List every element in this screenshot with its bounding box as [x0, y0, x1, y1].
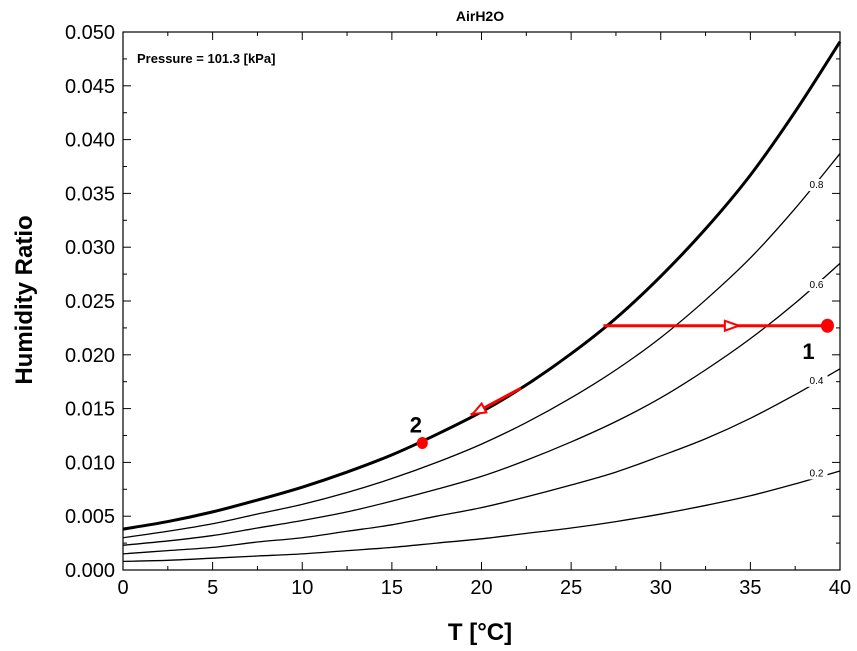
- state-point-2: [416, 437, 428, 450]
- process-group: 12: [410, 318, 834, 450]
- x-tick-label: 25: [560, 577, 582, 599]
- rh-labels-group: 0.8 0.6 0.4 0.2: [807, 179, 828, 480]
- state-point-label-2: 2: [410, 412, 422, 437]
- x-tick-label: 10: [291, 577, 313, 599]
- arrow-head-left: [470, 401, 488, 416]
- x-tick-label: 20: [470, 577, 492, 599]
- y-tick-label: 0.020: [65, 345, 115, 367]
- saturation-curve: [122, 40, 842, 531]
- y-tick-label: 0.000: [65, 560, 115, 582]
- plot-frame: [122, 31, 841, 571]
- chart-title: AirH2O: [456, 8, 504, 24]
- plot-border: [122, 31, 841, 571]
- curves-group: [122, 40, 842, 563]
- x-tick-label: 40: [829, 577, 851, 599]
- rh-curve-0.8: [122, 153, 841, 539]
- rh-label-bg: [807, 374, 828, 387]
- x-ticks-group: 0 5 10 15 20 25 30 35 40: [117, 32, 851, 599]
- y-tick-label: 0.040: [65, 130, 115, 152]
- rh-label-bg: [807, 179, 828, 192]
- x-tick-label: 30: [650, 577, 672, 599]
- y-tick-label: 0.050: [65, 22, 115, 44]
- rh-curve-0.4: [122, 368, 841, 555]
- y-axis-title: Humidity Ratio: [11, 215, 38, 384]
- y-tick-label: 0.025: [65, 291, 115, 313]
- x-tick-label: 5: [207, 577, 218, 599]
- rh-label-bg: [807, 467, 828, 480]
- y-tick-label: 0.005: [65, 506, 115, 528]
- x-tick-label: 35: [739, 577, 761, 599]
- x-tick-label: 15: [381, 577, 403, 599]
- pressure-annotation: Pressure = 101.3 [kPa]: [137, 51, 275, 66]
- y-tick-label: 0.010: [65, 452, 115, 474]
- x-tick-label: 0: [117, 577, 128, 599]
- rh-label: 0.8: [810, 180, 824, 191]
- y-ticks-group: 0.000 0.005 0.010 0.015 0.020 0.025 0.030 0.035…: [65, 22, 840, 582]
- rh-label: 0.6: [810, 280, 824, 291]
- state-point-1: [820, 318, 834, 333]
- y-tick-label: 0.035: [65, 183, 115, 205]
- rh-label-bg: [807, 279, 828, 292]
- rh-label: 0.4: [810, 376, 824, 387]
- arrow-head-right: [723, 319, 742, 333]
- rh-curve-0.2: [122, 470, 841, 563]
- y-tick-label: 0.015: [65, 399, 115, 421]
- rh-curve-0.6: [122, 262, 841, 546]
- y-tick-label: 0.045: [65, 76, 115, 98]
- state-point-label-1: 1: [802, 339, 814, 364]
- y-tick-label: 0.030: [65, 237, 115, 259]
- rh-label: 0.2: [810, 468, 824, 479]
- x-axis-title: T [°C]: [448, 619, 512, 646]
